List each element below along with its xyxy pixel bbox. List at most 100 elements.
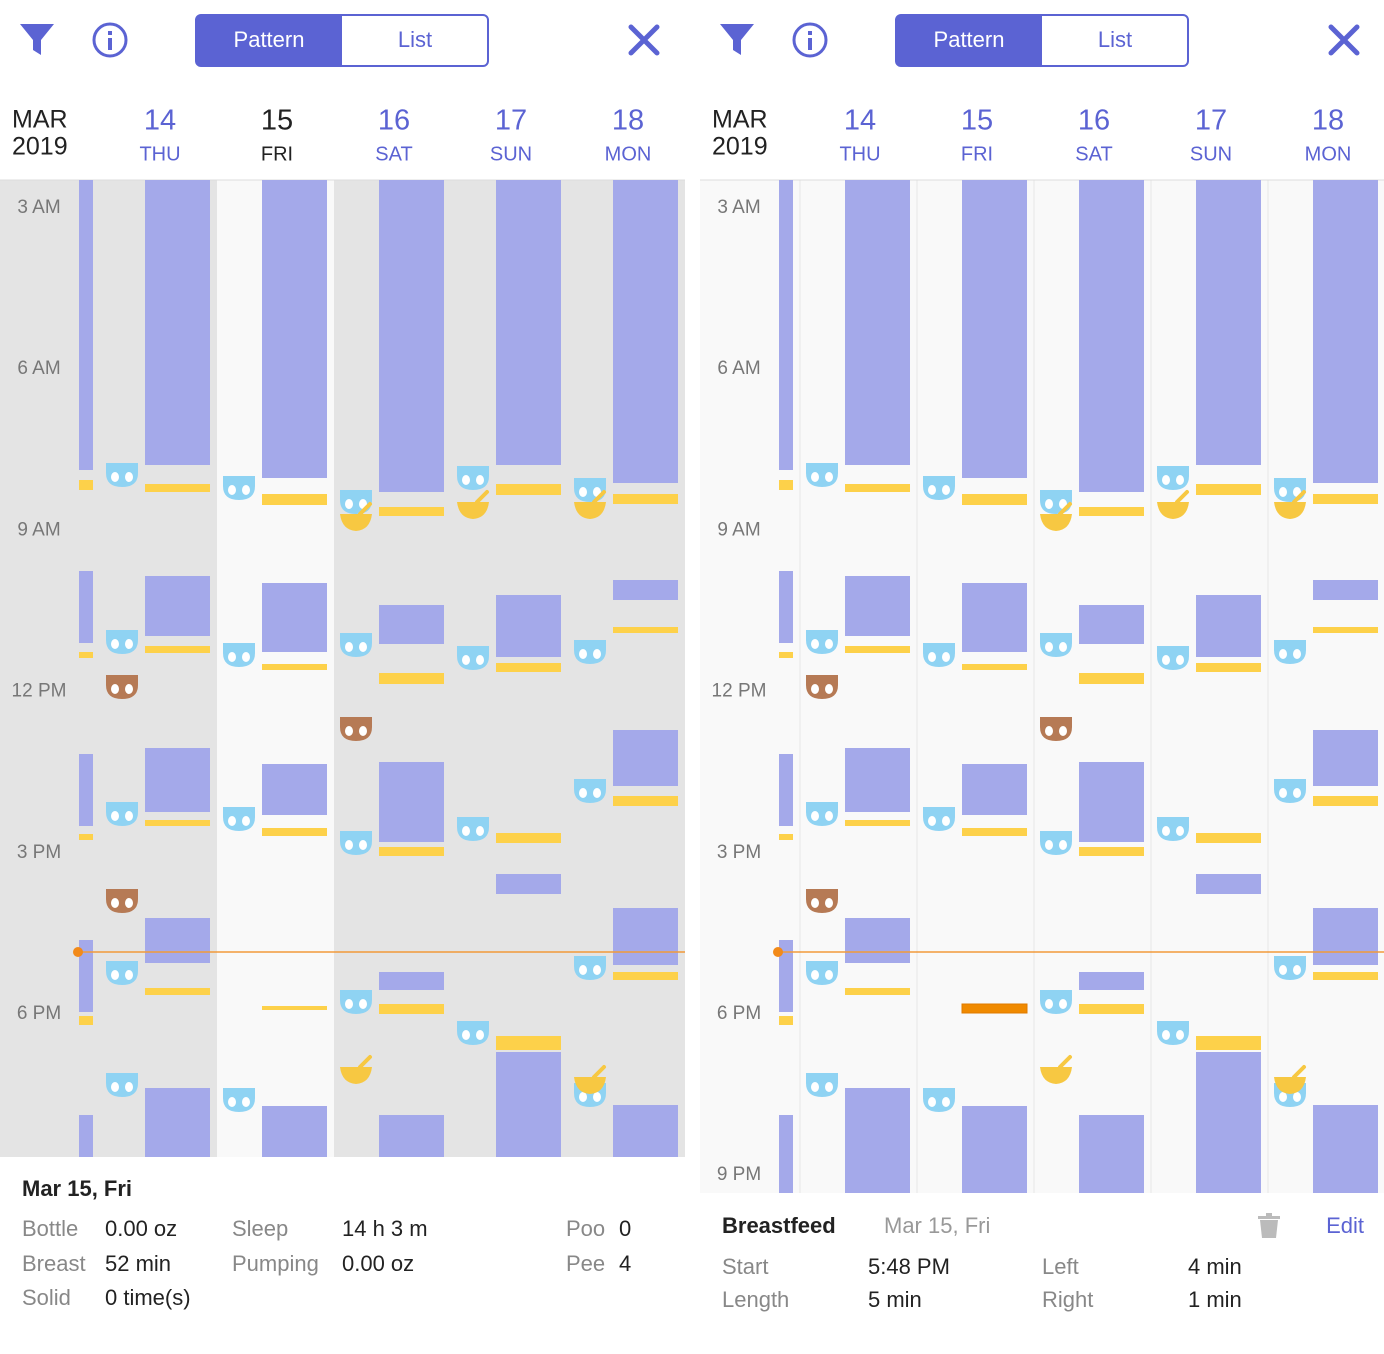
- icon-dot: [1045, 499, 1053, 509]
- stat-value: 0.00 oz: [105, 1216, 177, 1241]
- sleep-bar: [145, 1088, 210, 1157]
- feed-bar: [145, 484, 210, 492]
- solid-icon: [574, 1077, 606, 1094]
- icon-dot: [1059, 999, 1067, 1009]
- sleep-bar: [845, 918, 910, 963]
- day-date[interactable]: 18: [612, 105, 644, 137]
- feed-bar: [613, 972, 678, 980]
- info-bar: [108, 38, 112, 50]
- icon-dot: [928, 652, 936, 662]
- sleep-bar: [379, 605, 444, 644]
- pee-icon: [1040, 831, 1072, 855]
- day-weekday[interactable]: THU: [139, 143, 180, 165]
- tab-list[interactable]: List: [1098, 27, 1132, 52]
- sleep-bar: [79, 180, 93, 470]
- sleep-bar: [262, 1106, 327, 1157]
- hour-label: 9 PM: [717, 1164, 761, 1185]
- grid-bg: [700, 180, 1384, 1193]
- feed-bar: [962, 828, 1027, 836]
- solid-icon: [340, 1067, 372, 1084]
- segment-active[interactable]: [196, 15, 342, 66]
- feed-bar: [379, 847, 444, 856]
- tab-list[interactable]: List: [398, 27, 432, 52]
- feed-bar: [262, 664, 327, 670]
- icon-dot: [1176, 475, 1184, 485]
- pee-icon: [923, 807, 955, 831]
- icon-dot: [1279, 487, 1287, 497]
- edit-button[interactable]: Edit: [1326, 1213, 1364, 1238]
- day-date[interactable]: 15: [261, 105, 293, 137]
- day-weekday[interactable]: FRI: [961, 143, 993, 165]
- sleep-bar: [379, 180, 444, 492]
- pee-icon: [1274, 956, 1306, 980]
- feed-bar-selected[interactable]: [961, 1003, 1028, 1014]
- day-date[interactable]: 17: [495, 105, 527, 137]
- day-date[interactable]: 18: [1312, 105, 1344, 137]
- tab-pattern[interactable]: Pattern: [934, 27, 1005, 52]
- feed-bar: [779, 480, 793, 490]
- segment-active[interactable]: [896, 15, 1042, 66]
- solid-spoon: [1058, 1055, 1072, 1069]
- day-weekday[interactable]: SAT: [1075, 143, 1112, 165]
- day-weekday[interactable]: FRI: [261, 143, 293, 165]
- sleep-bar: [79, 1115, 93, 1157]
- filter-button[interactable]: [720, 24, 754, 55]
- day-date[interactable]: 16: [1078, 105, 1110, 137]
- feed-bar: [845, 988, 910, 995]
- sleep-bar: [1313, 908, 1378, 965]
- sleep-bar: [845, 576, 910, 636]
- pee-icon: [223, 643, 255, 667]
- icon-dot: [242, 816, 250, 826]
- solid-icon: [457, 502, 489, 519]
- solid-spoon: [1292, 490, 1306, 504]
- info-button[interactable]: [792, 22, 828, 58]
- icon-dot: [359, 642, 367, 652]
- sleep-bar: [845, 180, 910, 465]
- feed-bar: [962, 664, 1027, 670]
- day-weekday[interactable]: MON: [605, 143, 652, 165]
- info-dot: [808, 31, 812, 35]
- feed-bar: [1079, 507, 1144, 516]
- pee-icon: [106, 961, 138, 985]
- day-date[interactable]: 16: [378, 105, 410, 137]
- delete-button[interactable]: [1258, 1213, 1280, 1238]
- sleep-bar: [1079, 762, 1144, 842]
- pee-icon: [806, 1073, 838, 1097]
- summary-date: Mar 15, Fri: [22, 1176, 132, 1201]
- pee-icon: [923, 1088, 955, 1112]
- poo-icon: [340, 717, 372, 741]
- close-button[interactable]: [628, 24, 660, 56]
- sleep-bar: [1079, 180, 1144, 492]
- sleep-bar: [613, 1105, 678, 1157]
- icon-dot: [825, 898, 833, 908]
- field-label: Start: [722, 1254, 768, 1279]
- icon-dot: [1293, 649, 1301, 659]
- day-weekday[interactable]: SAT: [375, 143, 412, 165]
- stat-label: Breast: [22, 1251, 86, 1276]
- day-date[interactable]: 15: [961, 105, 993, 137]
- pee-icon: [340, 831, 372, 855]
- close-button[interactable]: [1328, 24, 1360, 56]
- poo-icon: [806, 889, 838, 913]
- feed-bar: [496, 1036, 561, 1050]
- day-weekday[interactable]: MON: [1305, 143, 1352, 165]
- feed-bar: [845, 484, 910, 492]
- pee-icon: [1157, 817, 1189, 841]
- icon-dot: [1293, 788, 1301, 798]
- info-button[interactable]: [92, 22, 128, 58]
- icon-dot: [228, 816, 236, 826]
- icon-dot: [125, 970, 133, 980]
- day-weekday[interactable]: SUN: [490, 143, 532, 165]
- day-date[interactable]: 14: [844, 105, 876, 137]
- day-date[interactable]: 17: [1195, 105, 1227, 137]
- stat-value: 52 min: [105, 1251, 171, 1276]
- filter-button[interactable]: [20, 24, 54, 55]
- day-weekday[interactable]: THU: [839, 143, 880, 165]
- tab-pattern[interactable]: Pattern: [234, 27, 305, 52]
- day-weekday[interactable]: SUN: [1190, 143, 1232, 165]
- icon-dot: [111, 811, 119, 821]
- poo-icon: [806, 675, 838, 699]
- day-date[interactable]: 14: [144, 105, 176, 137]
- hour-label: 9 AM: [717, 519, 760, 540]
